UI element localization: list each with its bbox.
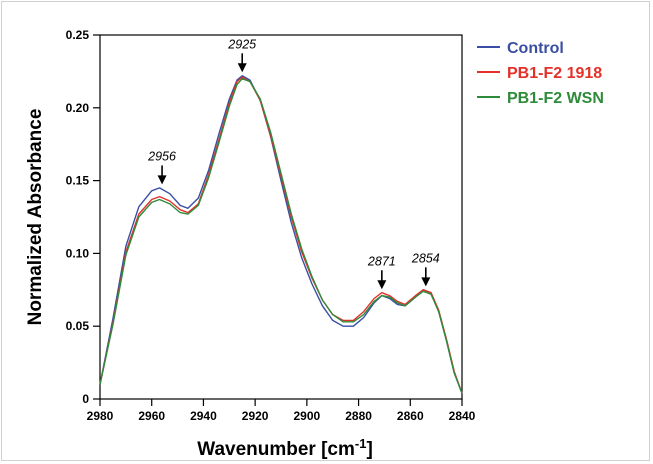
legend-label: Control: [507, 40, 564, 57]
annotation-label: 2871: [367, 254, 396, 268]
y-tick-label: 0.15: [66, 174, 90, 188]
legend-label: PB1-F2 WSN: [507, 90, 604, 107]
x-tick-label: 2980: [87, 409, 114, 423]
y-tick-label: 0: [82, 392, 89, 406]
peak-annotations: 2956 2925 2871 2854: [147, 37, 440, 290]
x-tick-label: 2960: [138, 409, 165, 423]
y-axis-label: Normalized Absorbance: [25, 109, 46, 326]
plot-area: [99, 34, 463, 400]
x-tick-label: 2940: [190, 409, 217, 423]
x-tick-label: 2900: [294, 409, 321, 423]
y-tick-label: 0.20: [66, 101, 90, 115]
legend: Control PB1-F2 1918 PB1-F2 WSN: [477, 40, 604, 107]
x-axis-label-exp: -1: [355, 436, 367, 451]
x-axis-label: Wavenumber [cm-1]: [197, 436, 373, 460]
x-axis-label-text: Wavenumber [cm: [197, 439, 355, 460]
x-tick-label: 2880: [345, 409, 372, 423]
series-lines: [99, 75, 463, 394]
legend-label: PB1-F2 1918: [507, 65, 602, 82]
y-tick-label: 0.25: [66, 28, 90, 42]
annotation-arrowhead: [157, 175, 167, 185]
series-line-2: [99, 78, 463, 394]
x-axis: 2980 2960 2940 2920 2900 2880 2860 2840: [87, 399, 476, 423]
annotation-arrowhead: [237, 63, 247, 73]
x-axis-label-close: ]: [366, 439, 372, 460]
y-tick-label: 0.05: [66, 319, 90, 333]
y-axis: 0 0.05 0.10 0.15 0.20 0.25: [66, 28, 100, 406]
annotation-label: 2854: [411, 251, 440, 265]
annotation-label: 2956: [147, 149, 176, 163]
annotation-arrowhead: [421, 277, 431, 287]
annotation-arrowhead: [377, 280, 387, 290]
series-line-0: [99, 75, 463, 394]
y-tick-label: 0.10: [66, 246, 90, 260]
annotation-label: 2925: [227, 37, 256, 51]
x-tick-label: 2920: [242, 409, 269, 423]
series-line-1: [99, 76, 463, 394]
x-tick-label: 2860: [397, 409, 424, 423]
x-tick-label: 2840: [449, 409, 476, 423]
